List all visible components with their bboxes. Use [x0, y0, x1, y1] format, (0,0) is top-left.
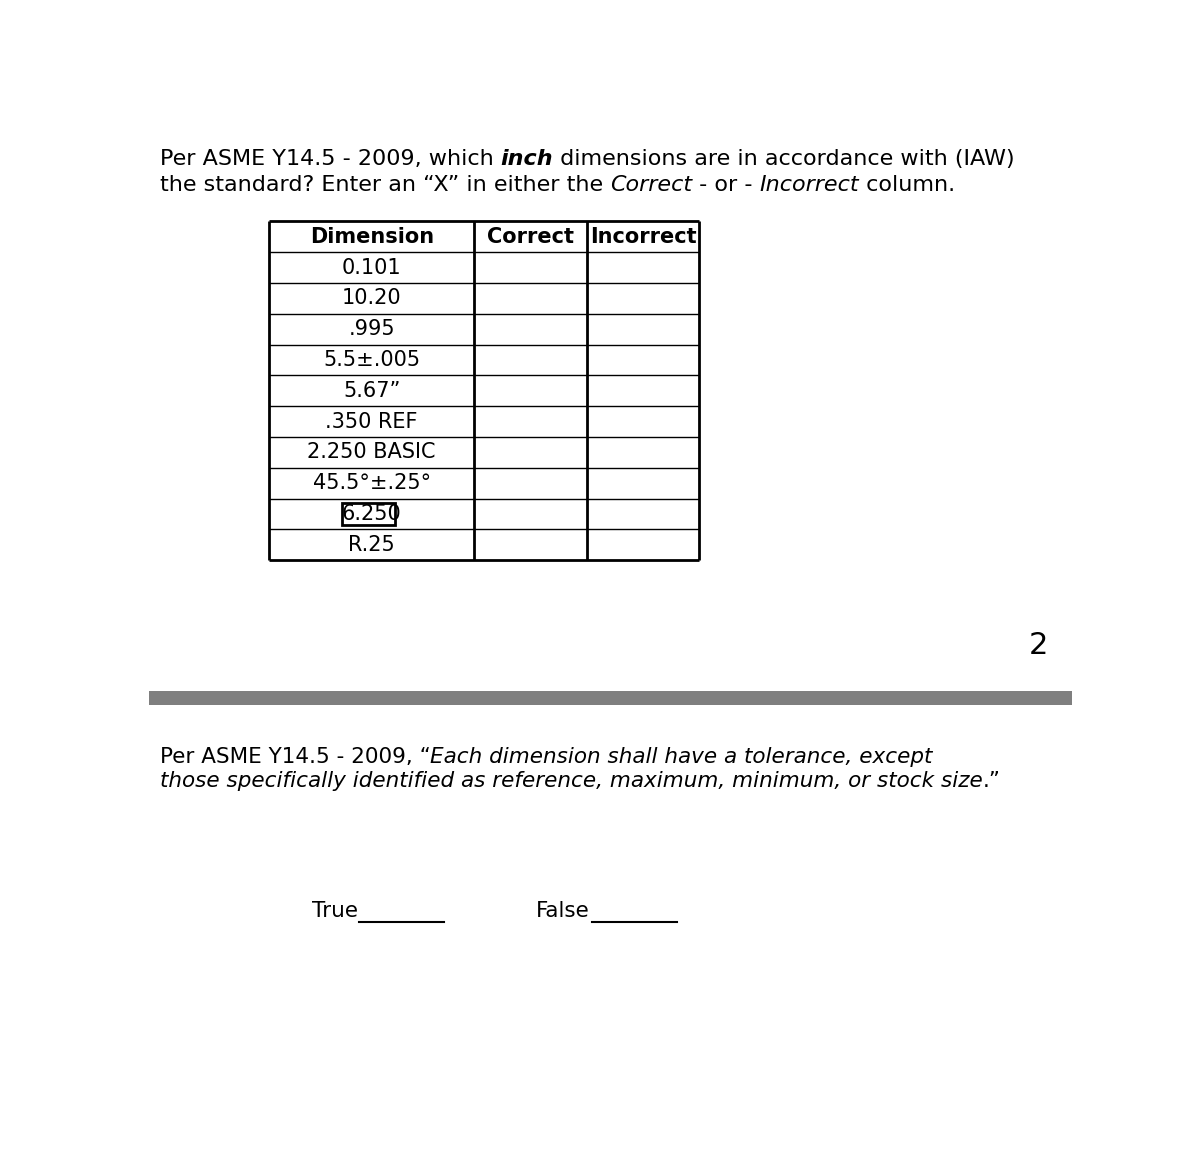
Text: 5.67”: 5.67” [343, 381, 400, 401]
Text: False: False [536, 901, 590, 920]
Text: the standard? Enter an “X” in either the: the standard? Enter an “X” in either the [160, 175, 610, 195]
Text: column.: column. [860, 175, 955, 195]
Text: R.25: R.25 [348, 535, 395, 555]
Bar [342, 503, 395, 525]
Text: Incorrect: Incorrect [760, 175, 860, 195]
Text: 45.5°±.25°: 45.5°±.25° [312, 473, 431, 493]
Text: 5.5±.005: 5.5±.005 [323, 350, 420, 370]
Text: 2: 2 [1029, 631, 1048, 660]
Text: 6.250: 6.250 [342, 505, 401, 524]
Text: 10.20: 10.20 [342, 288, 401, 309]
Text: .995: .995 [349, 319, 395, 339]
Text: inch: inch [500, 149, 554, 169]
Text: Incorrect: Incorrect [590, 227, 697, 247]
Text: .350 REF: .350 REF [325, 411, 418, 432]
Text: 2.250 BASIC: 2.250 BASIC [307, 442, 436, 462]
Text: 0.101: 0.101 [342, 258, 401, 278]
Text: .”: .” [983, 771, 1000, 791]
Bar [149, 691, 1072, 705]
Text: - or -: - or - [692, 175, 760, 195]
Text: Correct: Correct [487, 227, 574, 247]
Text: dimensions are in accordance with (IAW): dimensions are in accordance with (IAW) [554, 149, 1015, 169]
Text: True: True [312, 901, 357, 920]
Text: Dimension: Dimension [310, 227, 434, 247]
Text: Per ASME Y14.5 - 2009, “: Per ASME Y14.5 - 2009, “ [160, 746, 430, 766]
Text: Correct: Correct [610, 175, 692, 195]
Text: those specifically identified as reference, maximum, minimum, or stock size: those specifically identified as referen… [160, 771, 983, 791]
Text: Each dimension shall have a tolerance, except: Each dimension shall have a tolerance, e… [430, 746, 933, 766]
Text: Per ASME Y14.5 - 2009, which: Per ASME Y14.5 - 2009, which [160, 149, 500, 169]
